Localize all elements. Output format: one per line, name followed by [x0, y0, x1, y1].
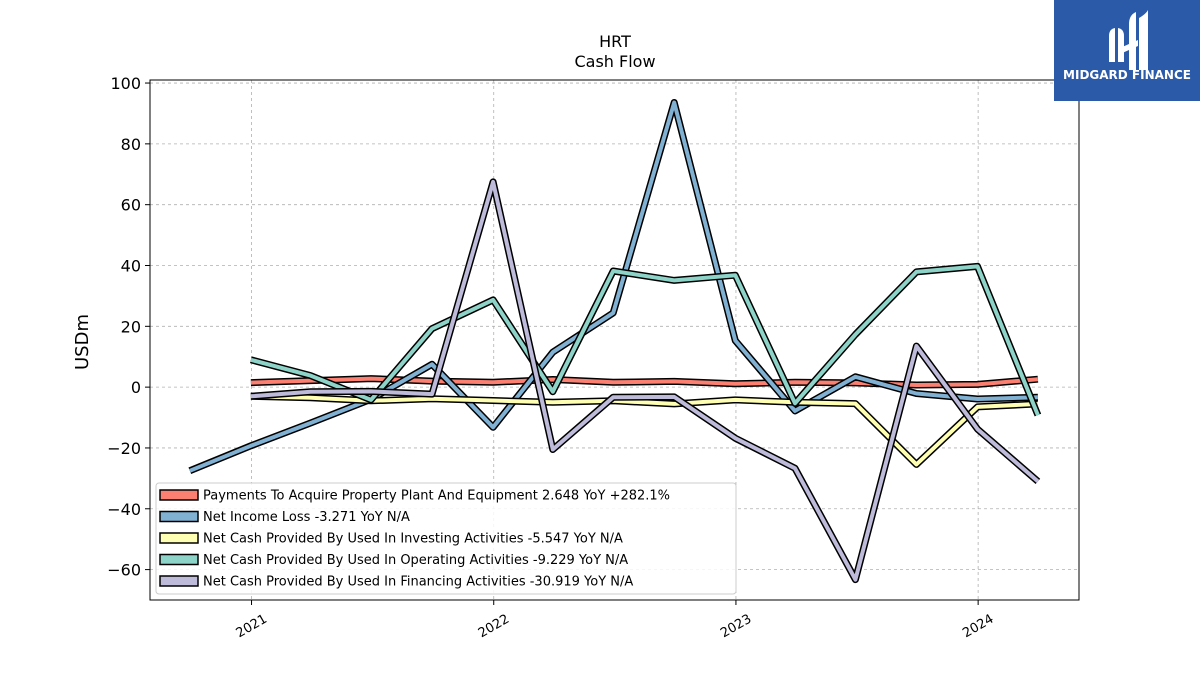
y-tick-label: −60	[107, 561, 141, 580]
legend-swatch	[159, 510, 199, 523]
brand-mark-icon	[1109, 10, 1148, 70]
chart-title: HRT	[599, 32, 631, 51]
y-tick-label: −20	[107, 439, 141, 458]
series-4-line	[250, 179, 1040, 582]
brand-name: MIDGARD FINANCE	[1063, 68, 1191, 82]
series-1-outline	[188, 99, 1039, 475]
y-axis-label: USDm	[72, 314, 93, 370]
legend-entry-label: Net Cash Provided By Used In Investing A…	[203, 532, 623, 547]
y-tick-label: 60	[121, 196, 141, 215]
x-tick-label: 2021	[234, 612, 270, 642]
series-2-line	[250, 394, 1038, 467]
series-lines	[188, 99, 1042, 584]
y-tick-label: 80	[121, 135, 141, 154]
y-tick-label: 20	[121, 317, 141, 336]
legend-box	[155, 482, 737, 595]
legend-swatch	[159, 553, 199, 566]
legend-entry-label: Net Income Loss -3.271 YoY N/A	[203, 510, 410, 525]
legend: Payments To Acquire Property Plant And E…	[155, 482, 737, 595]
series-0-line	[250, 376, 1039, 387]
y-tick-label: 40	[121, 256, 141, 275]
legend-swatch	[159, 575, 199, 587]
legend-swatch	[159, 532, 199, 544]
legend-swatch	[159, 489, 199, 501]
series-1-line	[189, 100, 1038, 473]
y-tick-label: 100	[110, 74, 141, 93]
y-axis-ticks: 100 80 60 40 20 0 −20 −40 −60	[107, 74, 150, 580]
x-tick-label: 2022	[476, 612, 512, 642]
x-axis-ticks: 2021 2022 2023 2024	[234, 600, 996, 642]
plot-area-frame	[149, 79, 1080, 601]
x-tick-label: 2023	[718, 612, 754, 642]
legend-entry-label: Net Cash Provided By Used In Financing A…	[203, 575, 633, 590]
legend-entry-label: Net Cash Provided By Used In Operating A…	[203, 553, 628, 568]
x-tick-label: 2024	[960, 612, 996, 642]
brand-logo: MIDGARD FINANCE	[1054, 0, 1200, 101]
y-tick-label: 0	[131, 378, 141, 397]
series-2-outline	[250, 392, 1039, 468]
chart-subtitle: Cash Flow	[574, 52, 656, 71]
series-3-line	[250, 264, 1040, 416]
legend-entry-label: Payments To Acquire Property Plant And E…	[203, 489, 670, 504]
y-tick-label: −40	[107, 500, 141, 519]
